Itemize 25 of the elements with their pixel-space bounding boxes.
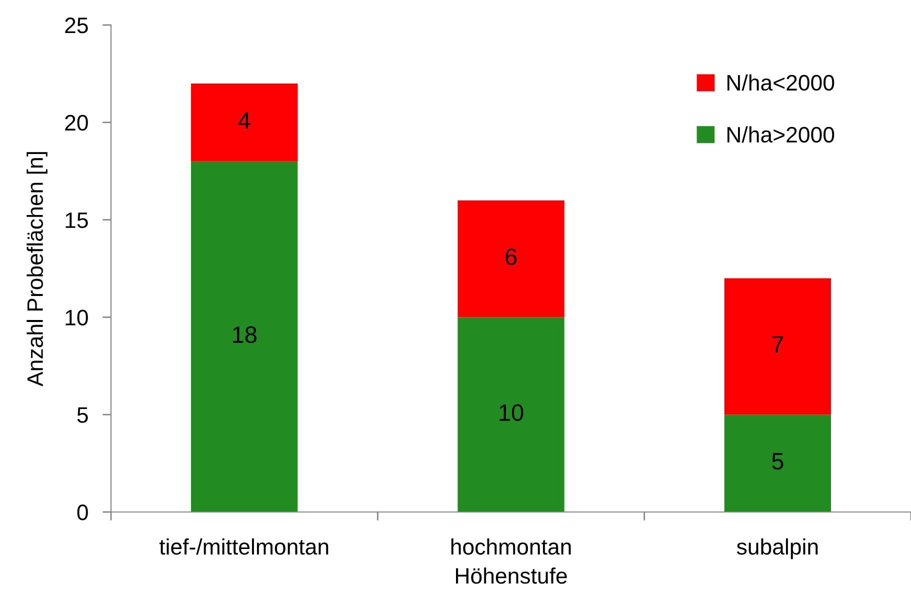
bar bbox=[191, 161, 298, 512]
x-axis-title: Höhenstufe bbox=[456, 567, 567, 584]
bar bbox=[458, 317, 564, 512]
y-tick-label: 20 bbox=[65, 114, 88, 131]
x-tick-label: tief-/mittelmontan bbox=[159, 538, 328, 555]
legend-label: N/ha<2000 bbox=[727, 74, 834, 91]
y-tick-label: 10 bbox=[66, 310, 88, 326]
bar bbox=[724, 414, 831, 512]
y-tick-label: 5 bbox=[77, 407, 88, 423]
data-label: 18 bbox=[233, 326, 256, 344]
bar bbox=[724, 278, 831, 415]
bar bbox=[458, 200, 564, 318]
data-label: 7 bbox=[772, 336, 784, 353]
data-label: 10 bbox=[500, 404, 524, 421]
y-tick-label: 0 bbox=[77, 504, 88, 520]
y-tick-label: 25 bbox=[65, 18, 88, 34]
data-label: 6 bbox=[506, 248, 517, 266]
data-label: 4 bbox=[238, 112, 250, 129]
x-tick-label: subalpin bbox=[736, 538, 818, 560]
bar bbox=[191, 83, 298, 162]
x-tick-label: hochmontan bbox=[451, 538, 571, 555]
y-tick-label: 15 bbox=[66, 212, 88, 228]
legend-label: N/ha>2000 bbox=[727, 126, 834, 143]
data-label: 5 bbox=[772, 453, 784, 470]
y-axis-title: Anzahl Probeflächen [n] bbox=[26, 152, 48, 386]
